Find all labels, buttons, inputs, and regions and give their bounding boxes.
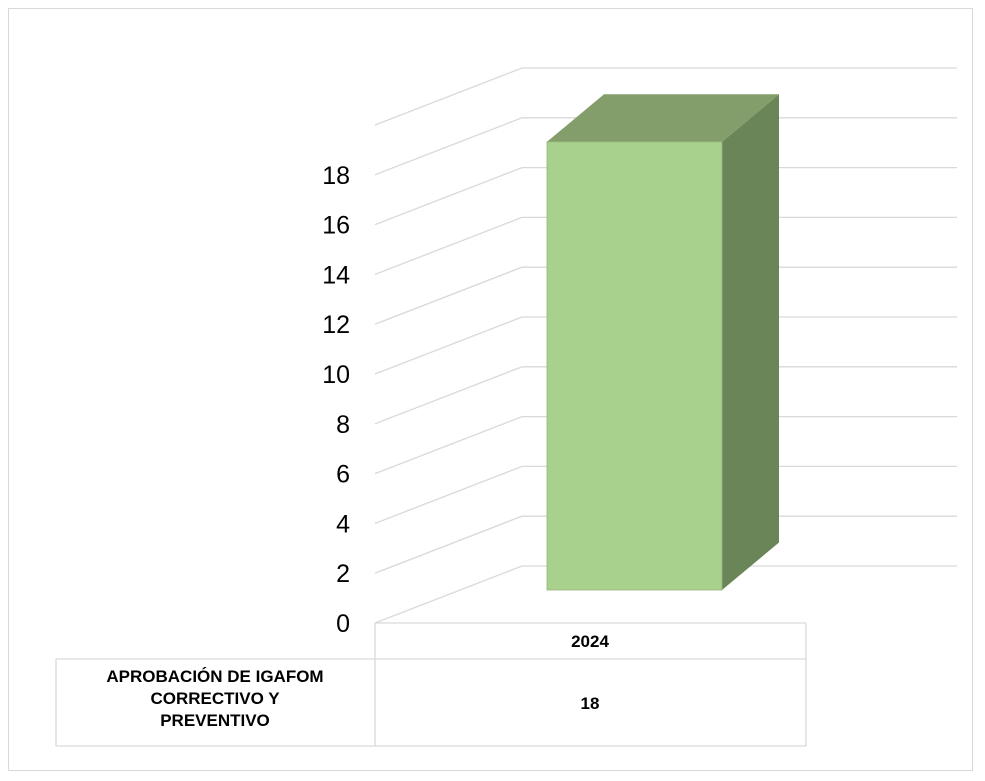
y-tick-label-0: 0 (336, 610, 350, 638)
table-row-label-line-3: PREVENTIVO (160, 711, 270, 730)
bar-2024-front (546, 141, 723, 591)
table-header-year: 2024 (571, 632, 609, 651)
chart-frame (8, 8, 973, 771)
y-tick-label-4: 4 (336, 510, 350, 538)
gridline-2 (374, 515, 957, 574)
gridline-14 (374, 216, 957, 276)
gridline-6 (374, 415, 957, 475)
gridline-8 (374, 366, 957, 425)
y-tick-label-10: 10 (322, 361, 350, 389)
y-axis-tick-labels: 0 2 4 6 8 10 12 14 16 18 (322, 162, 350, 638)
gridline-4 (374, 465, 957, 525)
y-tick-label-12: 12 (322, 311, 350, 339)
y-tick-label-2: 2 (336, 560, 350, 588)
bars (546, 94, 779, 591)
gridline-20 (374, 67, 957, 126)
gridline-16 (374, 166, 957, 226)
bar-2024-side (722, 94, 779, 591)
table-row-label-line-1: APROBACIÓN DE IGAFOM (106, 667, 323, 686)
y-tick-label-18: 18 (322, 162, 350, 190)
gridlines (374, 67, 957, 624)
table-row-label-line-2: CORRECTIVO Y (150, 689, 280, 708)
y-tick-label-14: 14 (322, 261, 350, 289)
table-row-value: 18 (581, 694, 600, 713)
y-tick-label-16: 16 (322, 212, 350, 240)
gridline-18 (374, 117, 957, 176)
y-tick-label-8: 8 (336, 411, 350, 439)
data-table: 2024 APROBACIÓN DE IGAFOM CORRECTIVO Y P… (55, 622, 807, 747)
gridline-10 (374, 316, 957, 375)
bar-2024-top (547, 94, 779, 142)
gridline-12 (374, 266, 957, 325)
y-tick-label-6: 6 (336, 461, 350, 489)
gridline-0 (374, 565, 957, 624)
